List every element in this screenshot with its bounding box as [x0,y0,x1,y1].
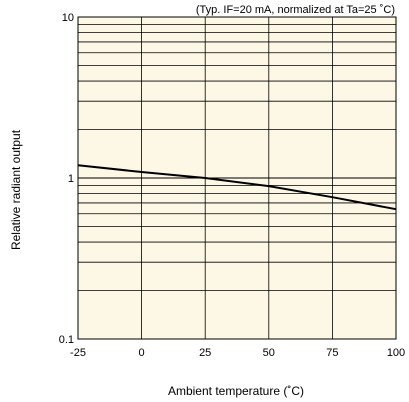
x-tick-label-4: 75 [326,347,338,359]
x-tick-label-2: 25 [199,347,211,359]
chart-annotation: (Typ. IF=20 mA, normalized at Ta=25 ˚C) [196,4,395,16]
y-axis-label: Relative radiant output [9,129,23,250]
y-tick-label-2: 10 [62,12,74,24]
series-group [77,164,397,211]
x-tick-label-1: 0 [139,347,145,359]
x-tick-label-0: -25 [70,347,86,359]
x-tick-label-3: 50 [263,347,275,359]
plot-frame [77,16,397,340]
y-tick-label-1: 1 [68,173,74,185]
y-tick-labels: 0.1 1 10 [59,12,74,346]
y-tick-label-0: 0.1 [59,334,74,346]
grid [77,17,397,340]
x-tick-labels: -25 0 25 50 75 100 [70,347,405,359]
series-line-0 [77,164,397,211]
x-axis-label: Ambient temperature (˚C) [168,384,304,398]
x-tick-label-5: 100 [387,347,405,359]
